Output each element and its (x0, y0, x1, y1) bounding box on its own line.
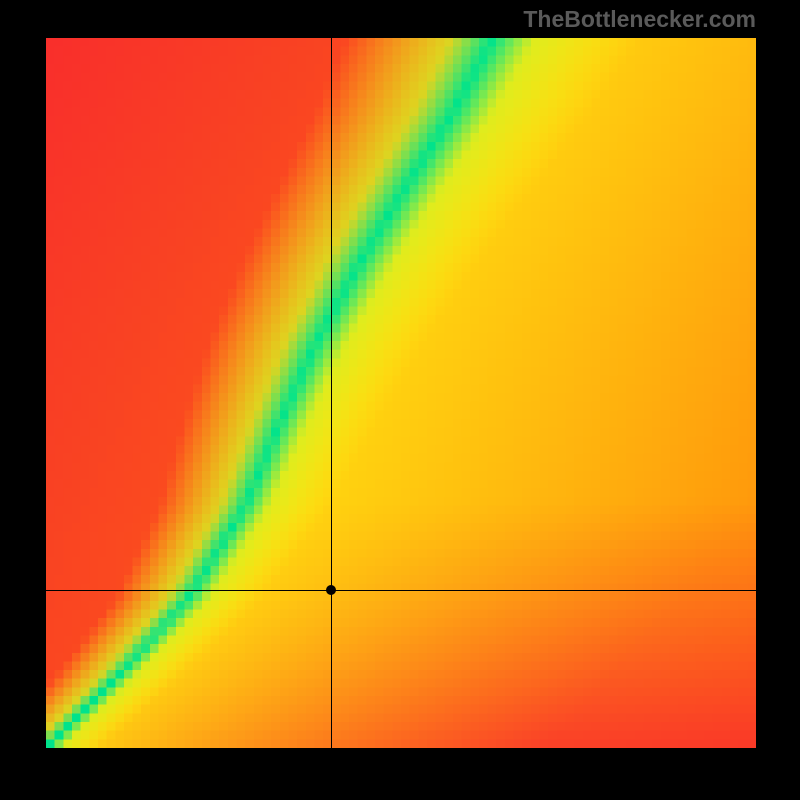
watermark-text: TheBottlenecker.com (523, 6, 756, 33)
heatmap-plot-area (46, 38, 756, 748)
crosshair-vertical (331, 38, 332, 748)
crosshair-marker (326, 585, 336, 595)
heatmap-canvas (46, 38, 756, 748)
crosshair-horizontal (46, 590, 756, 591)
